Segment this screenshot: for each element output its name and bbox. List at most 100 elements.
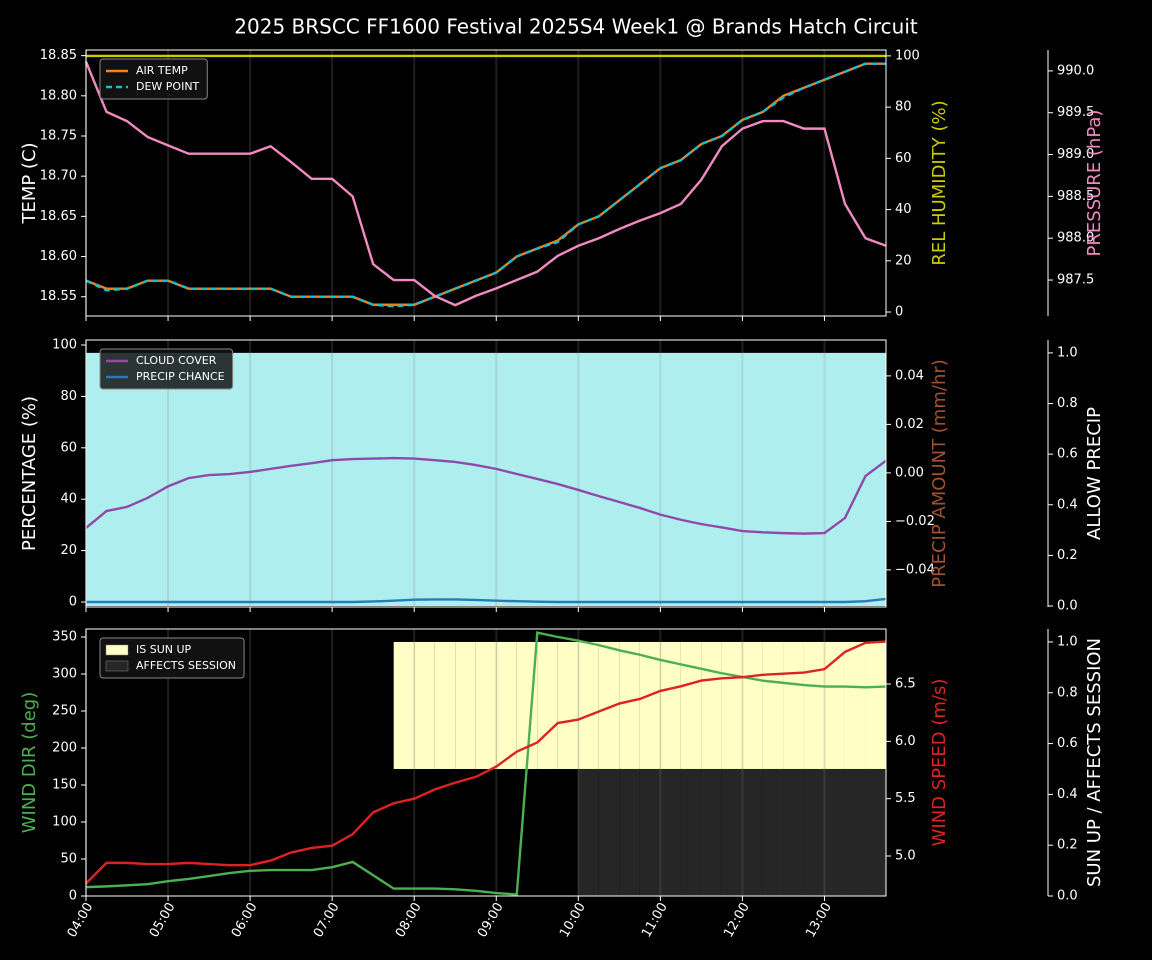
y-tick-label: 988.5 — [1057, 189, 1094, 204]
band — [844, 641, 866, 769]
x-tick-label: 07:00 — [311, 900, 343, 940]
axis-label: REL HUMIDITY (%) — [929, 100, 950, 265]
y-tick-label: 0.8 — [1057, 396, 1078, 411]
x-tick-label: 10:00 — [557, 900, 589, 940]
band — [701, 768, 722, 896]
y-tick-label: 987.5 — [1057, 273, 1094, 288]
band — [762, 641, 784, 769]
plot-frame — [85, 628, 887, 897]
line — [85, 640, 887, 885]
y-tick-label: 18.80 — [40, 88, 77, 103]
y-tick-label: 80 — [895, 100, 912, 115]
x-tick-label: 04:00 — [65, 900, 97, 940]
band — [455, 641, 476, 769]
legend-label: IS SUN UP — [136, 643, 192, 656]
y-tick-label: 18.55 — [40, 289, 77, 304]
y-tick-label: 0 — [69, 889, 77, 904]
y-tick-label: 40 — [60, 492, 77, 507]
x-tick-label: 06:00 — [229, 900, 261, 940]
band — [557, 641, 579, 769]
band — [660, 768, 681, 896]
y-tick-label: 1.0 — [1057, 345, 1078, 360]
band — [783, 768, 804, 896]
panel: 04:00 05:00 06:00 07:00 08:00 09:00 10:00 11:00… — [19, 628, 1105, 940]
legend-label: CLOUD COVER — [136, 354, 217, 367]
band — [865, 641, 886, 769]
y-tick-label: 200 — [52, 740, 77, 755]
y-tick-label: 350 — [52, 629, 77, 644]
axis-label: WIND DIR (deg) — [19, 692, 40, 834]
band — [619, 768, 640, 896]
y-tick-label: 0.8 — [1057, 685, 1078, 700]
band — [475, 641, 497, 769]
band — [639, 768, 661, 896]
band — [578, 768, 599, 896]
y-tick-label: 0 — [895, 305, 903, 320]
band — [803, 768, 825, 896]
y-tick-label: 0.0 — [1057, 889, 1078, 904]
band — [680, 641, 702, 769]
band — [844, 768, 866, 896]
band — [742, 641, 763, 769]
band — [680, 768, 702, 896]
band — [639, 641, 661, 769]
band — [865, 768, 886, 896]
x-tick-label: 09:00 — [475, 900, 507, 940]
axis-label: PRECIP AMOUNT (mm/hr) — [929, 359, 950, 588]
x-tick-label: 05:00 — [147, 900, 179, 940]
y-tick-label: 5.5 — [895, 791, 916, 806]
band — [619, 641, 640, 769]
y-tick-label: 18.65 — [40, 209, 77, 224]
y-tick-label: 18.75 — [40, 128, 77, 143]
chart-title: 2025 BRSCC FF1600 Festival 2025S4 Week1 … — [234, 15, 918, 39]
axis-label: TEMP (C) — [19, 142, 40, 224]
y-tick-label: 80 — [60, 389, 77, 404]
band — [496, 641, 517, 769]
band — [824, 641, 845, 769]
y-tick-label: 0.6 — [1057, 736, 1078, 751]
legend-box — [99, 348, 234, 390]
band — [721, 768, 743, 896]
band — [803, 641, 825, 769]
y-tick-label: 50 — [60, 851, 77, 866]
band — [742, 768, 763, 896]
y-tick-label: 18.60 — [40, 249, 77, 264]
line — [85, 631, 887, 896]
y-tick-label: 6.0 — [895, 734, 916, 749]
line — [84, 61, 887, 307]
legend-label: PRECIP CHANCE — [136, 370, 225, 383]
y-tick-label: 60 — [60, 440, 77, 455]
band — [578, 641, 599, 769]
y-tick-label: 0.4 — [1057, 497, 1078, 512]
y-tick-label: 5.0 — [895, 848, 916, 863]
y-tick-label: 0.6 — [1057, 447, 1078, 462]
line — [86, 597, 887, 604]
band — [414, 641, 435, 769]
area — [86, 352, 886, 606]
plot-frame — [85, 339, 887, 608]
axis-label: ALLOW PRECIP — [1084, 407, 1105, 540]
y-tick-label: 0.0 — [1057, 598, 1078, 613]
y-tick-label: 989.0 — [1057, 147, 1094, 162]
band — [824, 768, 845, 896]
legend-box — [99, 637, 245, 679]
legend-label: AFFECTS SESSION — [136, 659, 236, 672]
y-tick-label: 0 — [69, 594, 77, 609]
y-tick-label: 20 — [60, 543, 77, 558]
y-tick-label: −0.02 — [895, 514, 935, 529]
axis-label: PRESSURE (hPa) — [1084, 110, 1105, 257]
band — [783, 641, 804, 769]
band — [660, 641, 681, 769]
line — [85, 62, 886, 306]
band — [598, 641, 620, 769]
legend-label: AIR TEMP — [136, 64, 188, 77]
band — [762, 768, 784, 896]
legend-swatch — [105, 644, 129, 656]
y-tick-label: 1.0 — [1057, 634, 1078, 649]
y-tick-label: 18.85 — [40, 48, 77, 63]
band — [434, 641, 456, 769]
line — [85, 62, 886, 308]
x-tick-label: 08:00 — [393, 900, 425, 940]
